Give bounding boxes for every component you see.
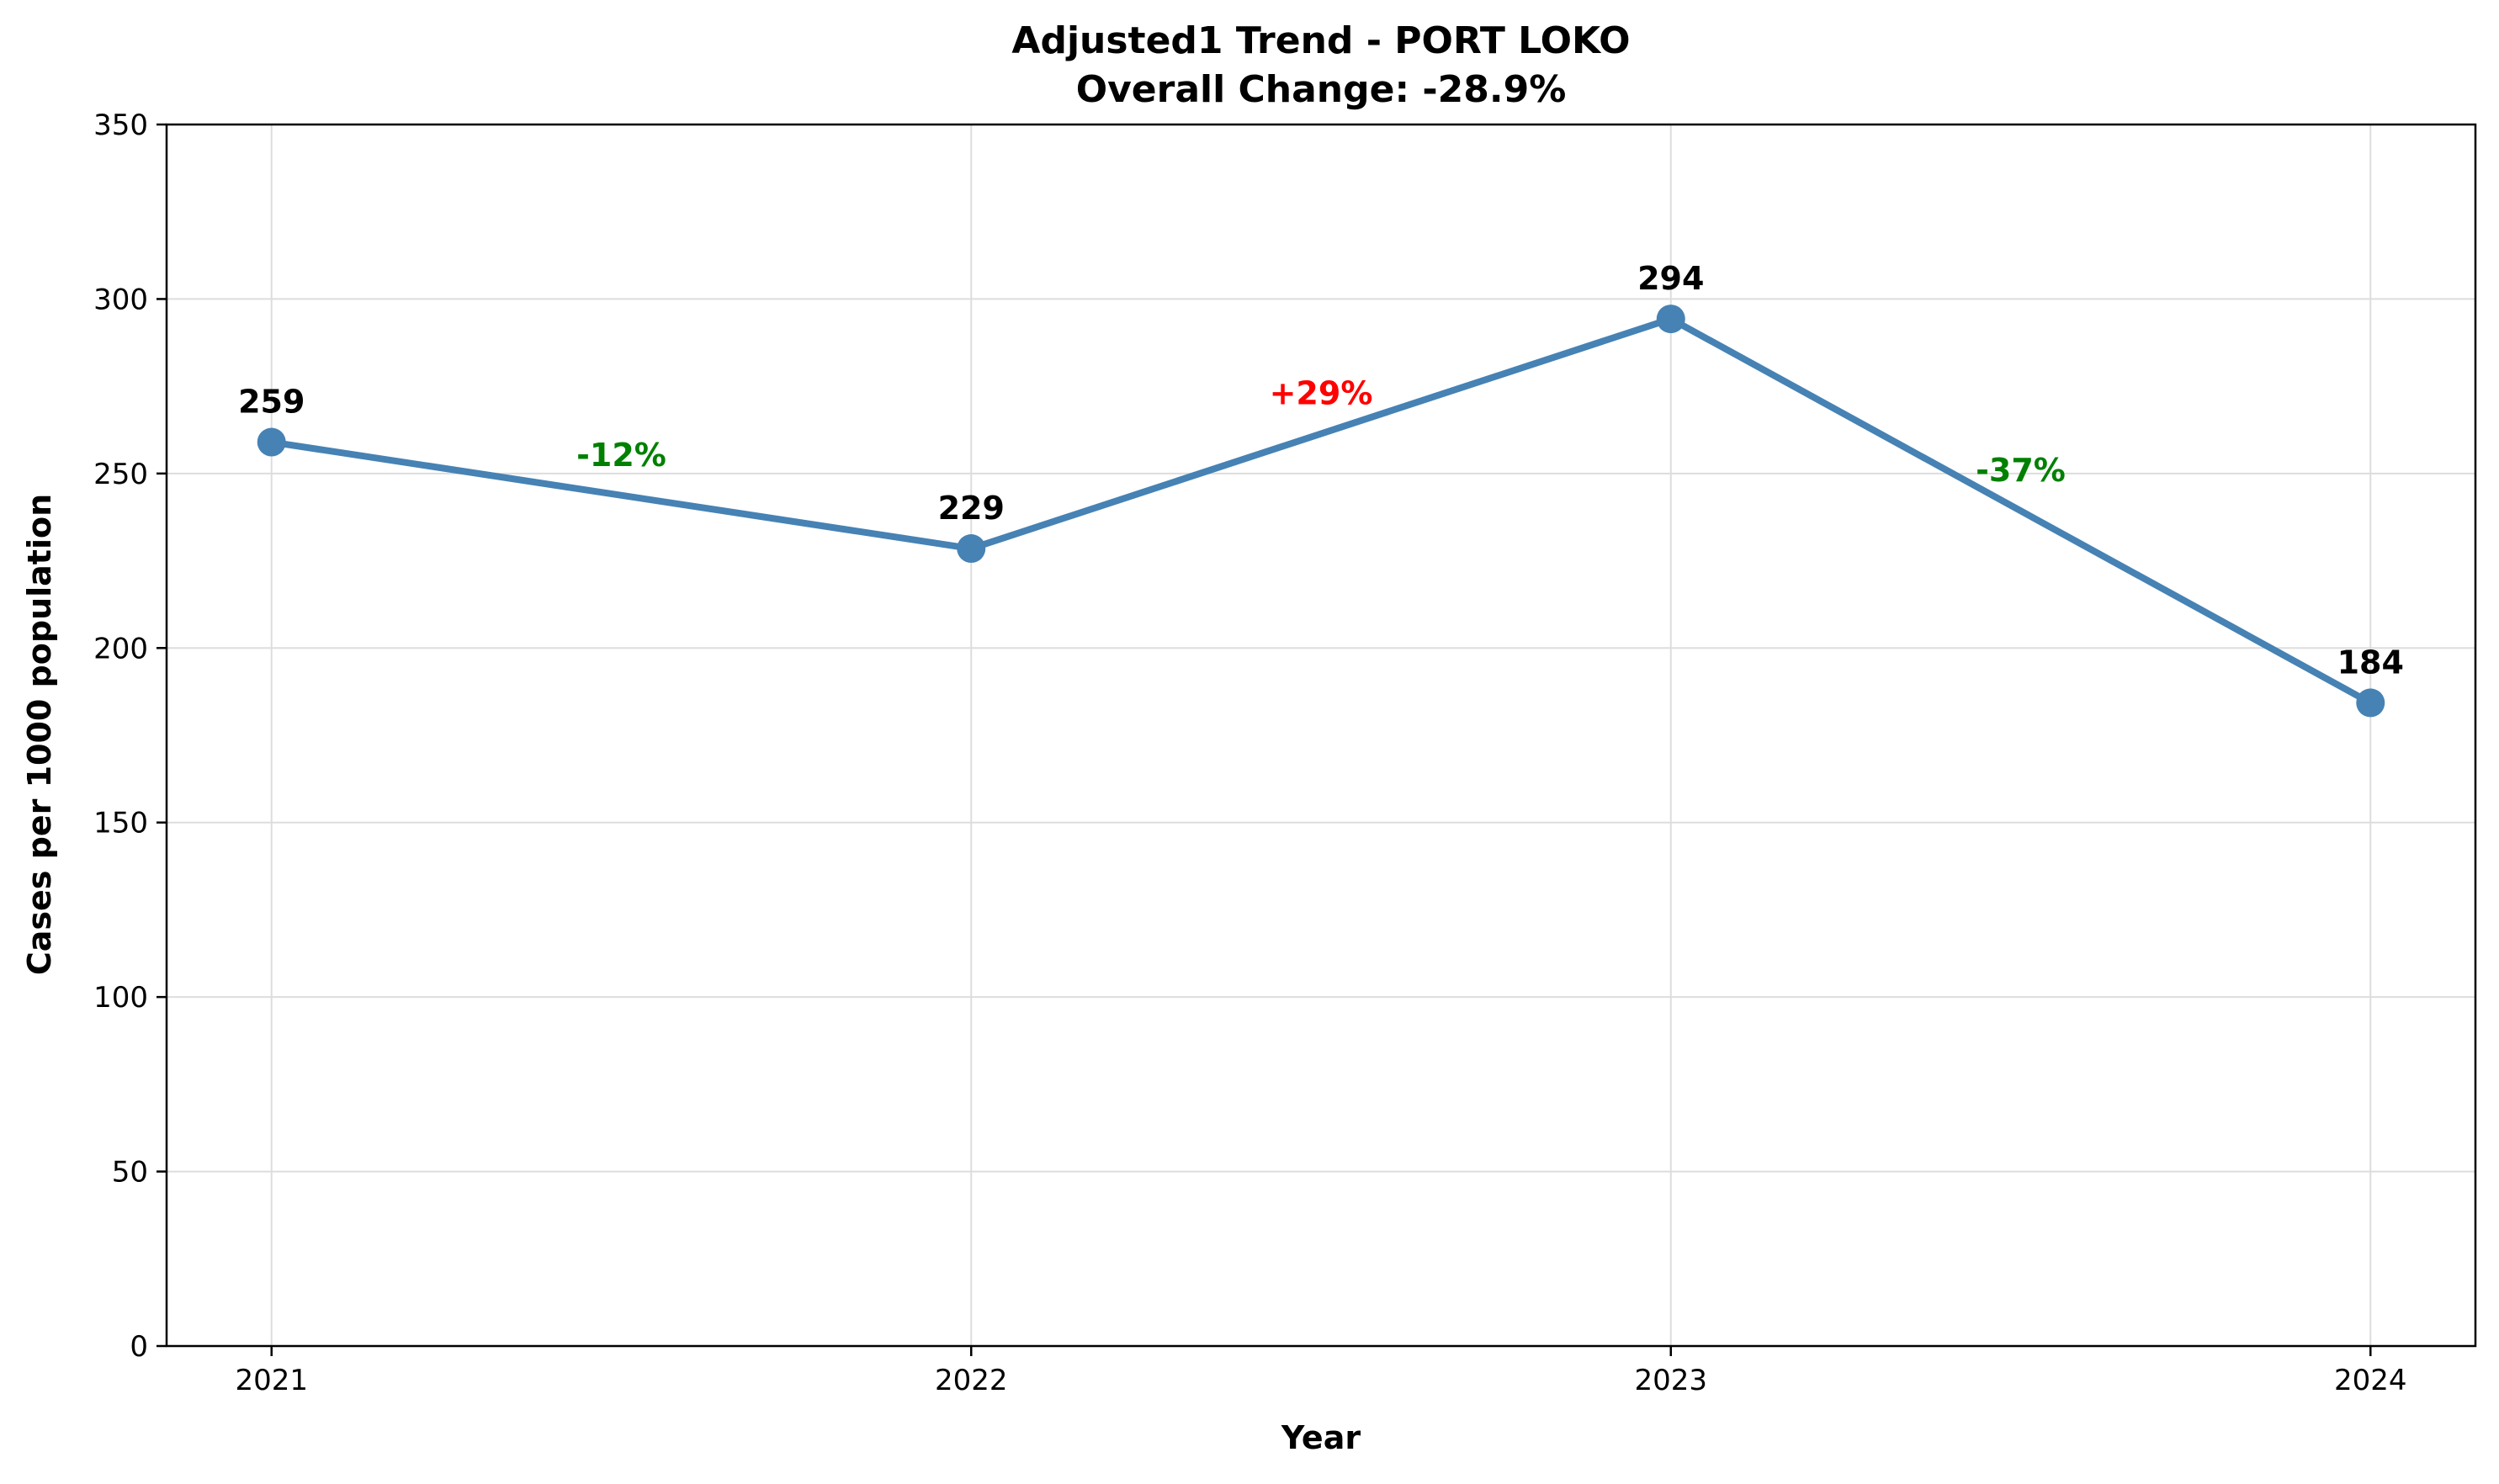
y-tick-label-7: 350 bbox=[93, 109, 148, 142]
y-tick-label-5: 250 bbox=[93, 458, 148, 491]
data-point-2021 bbox=[257, 427, 286, 457]
data-point-2022 bbox=[957, 534, 986, 564]
y-tick-label-1: 50 bbox=[112, 1156, 148, 1190]
change-label-3: -37% bbox=[1976, 452, 2066, 489]
y-tick-label-6: 300 bbox=[93, 283, 148, 316]
series-line bbox=[268, 315, 2374, 707]
plot-frame bbox=[165, 123, 2477, 1348]
x-tick-label-1: 2022 bbox=[935, 1364, 1008, 1397]
data-label-2023: 294 bbox=[1637, 260, 1704, 297]
data-layer: 259 229 294 184 -12% +29% -37% bbox=[238, 260, 2404, 718]
data-label-2024: 184 bbox=[2337, 644, 2404, 681]
y-axis-label: Cases per 1000 population bbox=[21, 494, 58, 975]
x-axis-label: Year bbox=[1281, 1419, 1361, 1456]
change-label-1: -12% bbox=[576, 437, 666, 474]
data-point-2024 bbox=[2356, 688, 2385, 718]
change-label-2: +29% bbox=[1270, 375, 1373, 412]
axes-layer: 0 50 100 150 200 250 300 350 2021 2022 2023 2024 bbox=[93, 109, 2477, 1397]
chart-subtitle: Overall Change: -28.9% bbox=[1076, 68, 1567, 111]
x-tick-label-3: 2024 bbox=[2334, 1364, 2407, 1397]
y-tick-label-4: 200 bbox=[93, 632, 148, 665]
x-tick-label-2: 2023 bbox=[1634, 1364, 1707, 1397]
x-tick-label-0: 2021 bbox=[235, 1364, 308, 1397]
y-tick-label-3: 150 bbox=[93, 807, 148, 840]
y-tick-label-2: 100 bbox=[93, 981, 148, 1015]
chart-title: Adjusted1 Trend - PORT LOKO bbox=[1011, 19, 1630, 62]
data-label-2022: 229 bbox=[938, 490, 1005, 527]
data-label-2021: 259 bbox=[238, 384, 305, 421]
data-point-2023 bbox=[1656, 305, 1685, 334]
y-tick-label-0: 0 bbox=[130, 1330, 148, 1364]
